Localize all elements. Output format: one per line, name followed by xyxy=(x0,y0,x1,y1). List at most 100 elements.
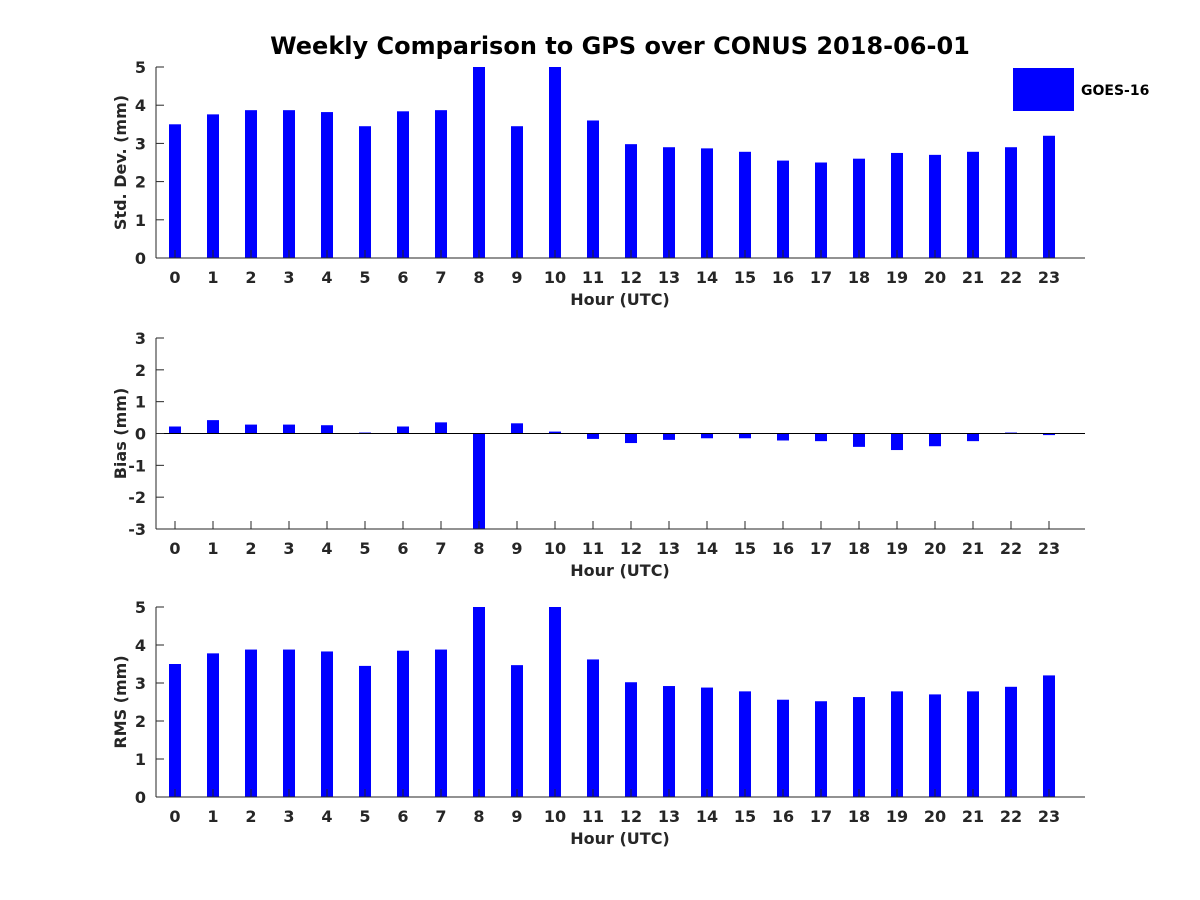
std-dev-x-tick-label: 9 xyxy=(511,268,522,287)
bias-x-axis-label: Hour (UTC) xyxy=(570,561,670,580)
std-dev-x-tick-label: 16 xyxy=(772,268,794,287)
rms-x-tick-label: 6 xyxy=(397,807,408,826)
std-dev-bar-21 xyxy=(967,151,979,258)
bias-y-tick-label: -3 xyxy=(128,520,146,539)
bias-bar-21 xyxy=(967,433,979,442)
bias-x-tick-label: 22 xyxy=(1000,539,1022,558)
std-dev-bar-6 xyxy=(397,111,409,258)
bias-x-tick-label: 16 xyxy=(772,539,794,558)
bias-y-tick-label: 2 xyxy=(135,361,146,380)
rms-bar-3 xyxy=(283,649,295,797)
std-dev-bar-5 xyxy=(359,126,371,259)
rms-x-axis-label: Hour (UTC) xyxy=(570,829,670,848)
rms-bar-17 xyxy=(815,701,827,797)
rms-y-tick-label: 2 xyxy=(135,712,146,731)
std-dev-x-tick-label: 5 xyxy=(359,268,370,287)
std-dev-bar-0 xyxy=(169,124,181,258)
std-dev-x-tick-label: 20 xyxy=(924,268,946,287)
bias-x-tick-label: 5 xyxy=(359,539,370,558)
rms-bar-20 xyxy=(929,694,941,797)
rms-bar-23 xyxy=(1043,675,1055,797)
std-dev-bar-23 xyxy=(1043,135,1055,258)
rms-y-tick-label: 4 xyxy=(135,636,146,655)
std-dev-bar-10 xyxy=(549,67,561,258)
rms-bar-12 xyxy=(625,682,637,797)
std-dev-bar-12 xyxy=(625,144,637,258)
std-dev-bar-11 xyxy=(587,120,599,258)
rms-x-tick-label: 22 xyxy=(1000,807,1022,826)
bias-x-tick-label: 17 xyxy=(810,539,832,558)
rms-x-tick-label: 13 xyxy=(658,807,680,826)
std-dev-bar-19 xyxy=(891,152,903,258)
bias-x-tick-label: 11 xyxy=(582,539,604,558)
bias-bar-0 xyxy=(169,426,181,434)
bias-bar-15 xyxy=(739,433,751,439)
bias-x-tick-label: 12 xyxy=(620,539,642,558)
rms-bar-14 xyxy=(701,687,713,797)
rms-x-tick-label: 19 xyxy=(886,807,908,826)
bias-bar-8 xyxy=(473,433,485,529)
rms-y-tick-label: 1 xyxy=(135,750,146,769)
bias-x-tick-label: 13 xyxy=(658,539,680,558)
std-dev-y-axis-label: Std. Dev. (mm) xyxy=(111,95,130,230)
bias-y-tick-label: -2 xyxy=(128,488,146,507)
bias-bar-7 xyxy=(435,422,447,434)
rms-bar-10 xyxy=(549,607,561,797)
bias-y-tick-label: 3 xyxy=(135,329,146,348)
std-dev-bar-16 xyxy=(777,160,789,258)
legend: GOES-16 xyxy=(1013,68,1149,111)
std-dev-x-tick-label: 15 xyxy=(734,268,756,287)
std-dev-x-tick-label: 8 xyxy=(473,268,484,287)
rms-bar-8 xyxy=(473,607,485,797)
legend-swatch xyxy=(1013,68,1074,111)
rms-bar-19 xyxy=(891,691,903,797)
bias-bar-9 xyxy=(511,423,523,434)
std-dev-x-tick-label: 21 xyxy=(962,268,984,287)
std-dev-x-tick-label: 4 xyxy=(321,268,332,287)
bias-bar-2 xyxy=(245,424,257,434)
std-dev-bar-17 xyxy=(815,162,827,258)
std-dev-y-tick-label: 2 xyxy=(135,173,146,192)
std-dev-x-tick-label: 10 xyxy=(544,268,566,287)
std-dev-bar-3 xyxy=(283,110,295,258)
std-dev-y-tick-label: 5 xyxy=(135,58,146,77)
rms-bar-0 xyxy=(169,664,181,797)
bias-bar-6 xyxy=(397,426,409,434)
bias-bar-12 xyxy=(625,433,637,444)
rms-x-tick-label: 8 xyxy=(473,807,484,826)
rms-bar-9 xyxy=(511,665,523,797)
std-dev-x-tick-label: 23 xyxy=(1038,268,1060,287)
rms-x-tick-label: 15 xyxy=(734,807,756,826)
std-dev-bar-13 xyxy=(663,147,675,258)
std-dev-bar-1 xyxy=(207,114,219,259)
rms-x-tick-label: 18 xyxy=(848,807,870,826)
rms-bar-22 xyxy=(1005,686,1017,797)
rms-x-tick-label: 5 xyxy=(359,807,370,826)
bias-bar-14 xyxy=(701,433,713,439)
rms-y-tick-label: 3 xyxy=(135,674,146,693)
std-dev-x-tick-label: 12 xyxy=(620,268,642,287)
bias-x-tick-label: 7 xyxy=(435,539,446,558)
bias-x-tick-label: 19 xyxy=(886,539,908,558)
bias-x-tick-label: 14 xyxy=(696,539,718,558)
rms-bar-16 xyxy=(777,699,789,797)
bias-x-tick-label: 20 xyxy=(924,539,946,558)
bias-x-tick-label: 4 xyxy=(321,539,332,558)
std-dev-y-tick-label: 3 xyxy=(135,134,146,153)
bias-y-tick-label: 1 xyxy=(135,393,146,412)
rms-x-tick-label: 2 xyxy=(245,807,256,826)
rms-bar-6 xyxy=(397,650,409,797)
rms-x-tick-label: 20 xyxy=(924,807,946,826)
std-dev-x-tick-label: 3 xyxy=(283,268,294,287)
std-dev-x-tick-label: 17 xyxy=(810,268,832,287)
bias-y-tick-label: -1 xyxy=(128,456,146,475)
rms-x-tick-label: 11 xyxy=(582,807,604,826)
rms-x-tick-label: 12 xyxy=(620,807,642,826)
rms-bar-13 xyxy=(663,686,675,797)
bias-x-tick-label: 3 xyxy=(283,539,294,558)
rms-bar-5 xyxy=(359,665,371,797)
rms-bar-21 xyxy=(967,691,979,797)
